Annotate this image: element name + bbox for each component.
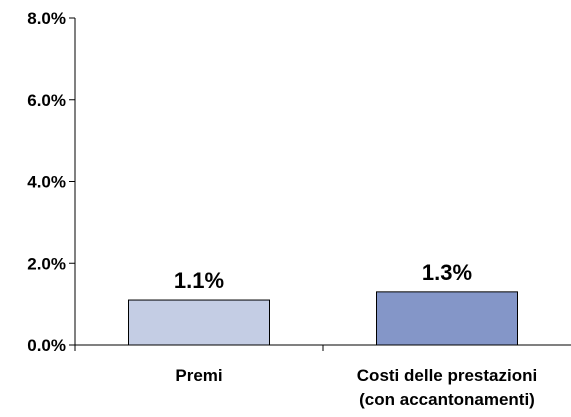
- bar: [376, 291, 518, 346]
- bars: [128, 291, 518, 346]
- x-tick-label: Premi: [175, 366, 222, 385]
- data-label: 1.3%: [422, 260, 472, 285]
- bar: [128, 299, 270, 346]
- y-tick-label: 0.0%: [27, 336, 66, 355]
- y-tick-label: 2.0%: [27, 254, 66, 273]
- x-axis-labels: Premi Costi delle prestazioni (con accanto…: [175, 366, 537, 409]
- y-tick-label: 4.0%: [27, 173, 66, 192]
- y-tick-label: 8.0%: [27, 9, 66, 28]
- data-label: 1.1%: [174, 268, 224, 293]
- x-tick-label: (con accantonamenti): [359, 390, 535, 409]
- y-tick-label: 6.0%: [27, 91, 66, 110]
- y-axis-ticks: 0.0% 2.0% 4.0% 6.0% 8.0%: [27, 9, 324, 355]
- data-labels: 1.1% 1.3%: [174, 260, 472, 293]
- x-tick-label: Costi delle prestazioni: [357, 366, 537, 385]
